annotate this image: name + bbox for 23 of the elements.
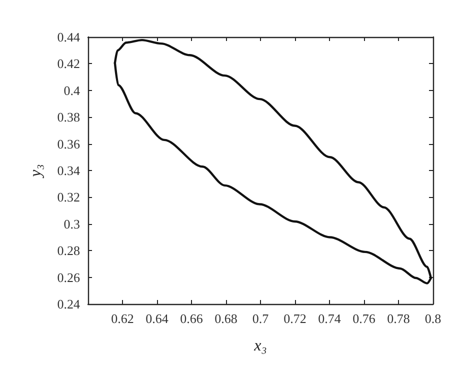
y-tick-label: 0.32 [57, 190, 80, 205]
y-tick-label: 0.42 [57, 56, 80, 72]
x-tick-label: 0.64 [146, 311, 169, 326]
y-tick-label: 0.3 [64, 216, 80, 232]
y-tick-label: 0.34 [57, 163, 80, 178]
x-axis-title: x₃ [253, 338, 267, 354]
x-tick-label: 0.8 [424, 311, 442, 326]
x-tick-label: 0.66 [180, 311, 204, 326]
x-tick-label: 0.74 [318, 311, 342, 326]
y-tick-label: 0.36 [57, 136, 80, 152]
x-tick-label: 0.78 [387, 311, 410, 326]
y-tick-label: 0.4 [64, 82, 80, 98]
y-tick-label: 0.44 [57, 30, 80, 44]
x-tick-label: 0.68 [214, 311, 238, 326]
y-tick-label: 0.28 [57, 243, 80, 258]
y-tick-label: 0.24 [57, 296, 80, 312]
x-tick-label: 0.62 [111, 311, 134, 326]
x-tick-label: 0.76 [352, 311, 376, 326]
x-tick-label: 0.72 [284, 311, 306, 326]
y-tick-label: 0.26 [57, 270, 80, 285]
x-tick-label: 0.7 [252, 311, 270, 326]
y-axis-title: y₃ [28, 164, 44, 179]
y-tick-label: 0.38 [57, 110, 80, 125]
